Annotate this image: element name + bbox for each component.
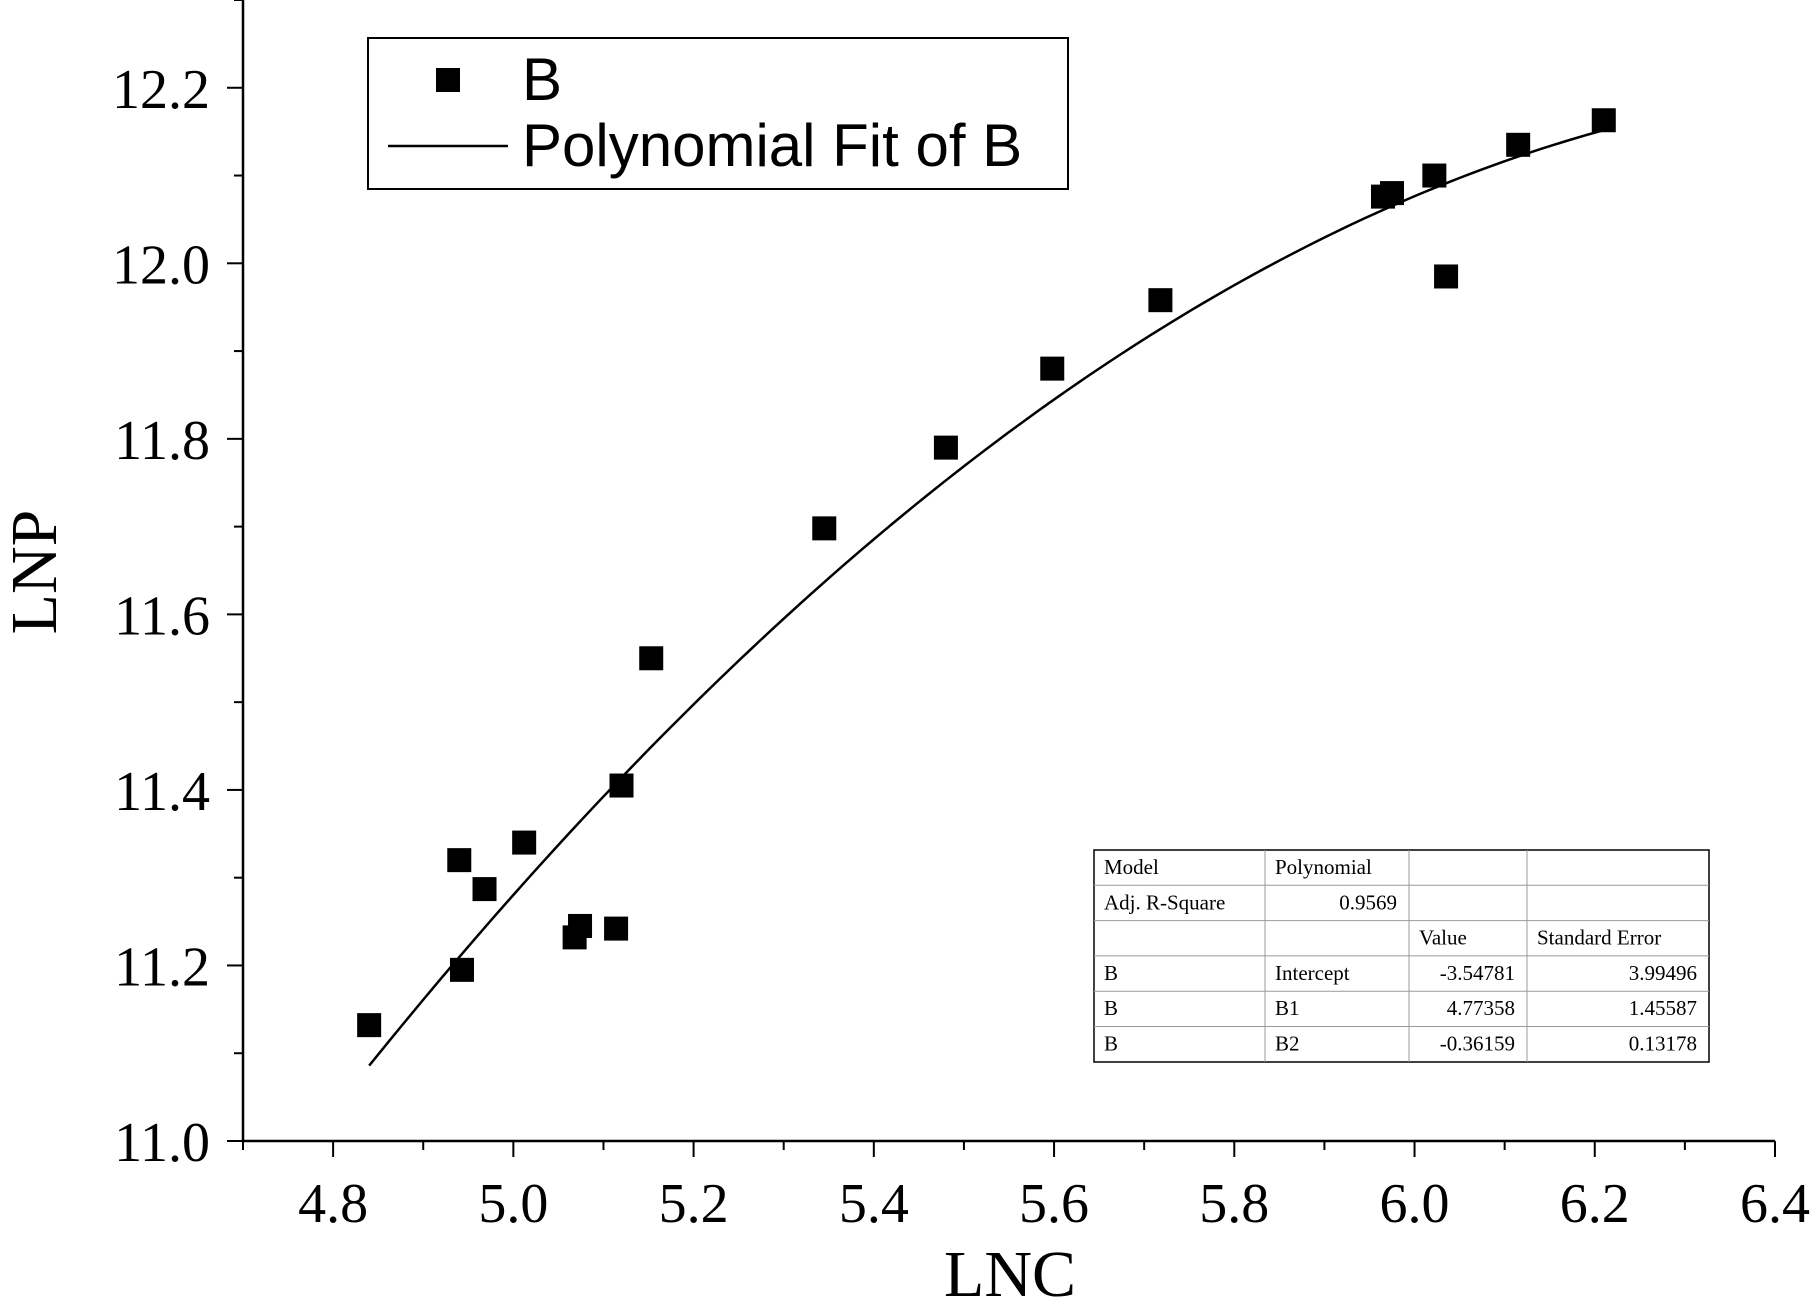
table-cell: 0.13178: [1629, 1032, 1697, 1056]
y-tick-label: 12.2: [112, 59, 210, 121]
data-point: [933, 435, 958, 460]
x-tick-label: 5.0: [478, 1173, 548, 1235]
data-point: [449, 957, 474, 982]
legend-box: [367, 37, 1069, 190]
tick-labels: 4.8 5.0 5.2 5.4 5.6 5.8 6.0 6.2 6.4 11.0 11.2 11.4 1…: [112, 59, 1810, 1235]
x-tick-label: 5.8: [1199, 1173, 1269, 1235]
data-point: [1434, 264, 1459, 289]
data-point: [447, 848, 472, 873]
x-axis-title: LNC: [944, 1238, 1076, 1311]
table-cell: Standard Error: [1537, 926, 1661, 950]
y-tick-label: 12.0: [112, 234, 210, 296]
data-point: [1422, 163, 1447, 188]
legend: B Polynomial Fit of B: [367, 37, 1069, 190]
data-point: [1506, 132, 1531, 157]
y-tick-label: 11.0: [114, 1112, 210, 1174]
data-point: [1148, 288, 1173, 313]
data-point: [357, 1013, 382, 1038]
y-axis-title: LNP: [0, 510, 71, 635]
data-point: [1380, 181, 1404, 206]
x-tick-label: 5.2: [659, 1173, 729, 1235]
y-tick-label: 11.8: [114, 410, 210, 472]
table-cell: Intercept: [1275, 961, 1350, 985]
data-point: [639, 646, 664, 671]
table-cell: 3.99496: [1629, 961, 1697, 985]
x-tick-label: 6.0: [1380, 1173, 1450, 1235]
legend-marker-square: [436, 68, 460, 92]
data-point: [472, 877, 497, 902]
fit-statistics-table: Model Polynomial Adj. R-Square 0.9569 Value S…: [1093, 849, 1710, 1063]
data-point: [604, 916, 629, 941]
y-tick-label: 11.2: [114, 936, 210, 998]
table-cell: B: [1104, 961, 1118, 985]
table-cell: Polynomial: [1275, 855, 1372, 879]
x-tick-label: 4.8: [298, 1173, 368, 1235]
legend-fit-label: Polynomial Fit of B: [522, 112, 1022, 179]
data-point: [609, 773, 634, 798]
axis-ticks: [227, 0, 1776, 1157]
x-tick-label: 6.2: [1560, 1173, 1630, 1235]
table-cell: Model: [1104, 855, 1159, 879]
x-tick-label: 6.4: [1740, 1173, 1810, 1235]
table-cell: 1.45587: [1629, 996, 1697, 1020]
table-cell: 4.77358: [1447, 996, 1515, 1020]
x-tick-label: 5.4: [839, 1173, 909, 1235]
data-point: [812, 516, 837, 541]
legend-points-label: B: [522, 46, 562, 113]
table-cell: Adj. R-Square: [1104, 890, 1225, 914]
x-tick-label: 5.6: [1019, 1173, 1089, 1235]
table-cell: B: [1104, 1032, 1118, 1056]
data-point: [512, 830, 537, 855]
table-cell: 0.9569: [1339, 890, 1397, 914]
y-tick-label: 11.6: [114, 585, 210, 647]
table-cell: B1: [1275, 996, 1300, 1020]
table-cell: Value: [1419, 926, 1467, 950]
data-point: [1040, 356, 1065, 381]
table-cell: B: [1104, 996, 1118, 1020]
y-tick-label: 11.4: [114, 761, 210, 823]
table-cell: B2: [1275, 1032, 1300, 1056]
table-cell: -0.36159: [1440, 1032, 1515, 1056]
table-cell: -3.54781: [1440, 961, 1515, 985]
data-point: [1591, 108, 1616, 133]
data-point: [568, 913, 593, 938]
data-points: [357, 108, 1616, 1038]
